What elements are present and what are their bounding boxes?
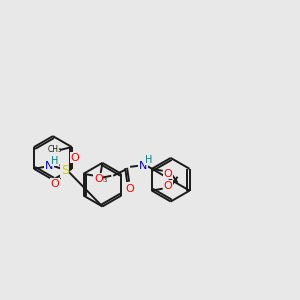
Text: O: O — [70, 153, 79, 163]
Text: N: N — [139, 161, 147, 171]
Text: CH₃: CH₃ — [48, 161, 62, 170]
Text: H: H — [51, 156, 59, 166]
Text: O: O — [163, 169, 172, 179]
Text: O: O — [163, 181, 172, 191]
Text: H: H — [145, 155, 153, 165]
Text: O: O — [126, 184, 134, 194]
Text: O: O — [94, 174, 103, 184]
Text: CH₃: CH₃ — [48, 146, 62, 154]
Text: O: O — [50, 179, 59, 189]
Text: S: S — [61, 164, 69, 177]
Text: N: N — [45, 161, 53, 171]
Text: CH₃: CH₃ — [93, 175, 107, 184]
